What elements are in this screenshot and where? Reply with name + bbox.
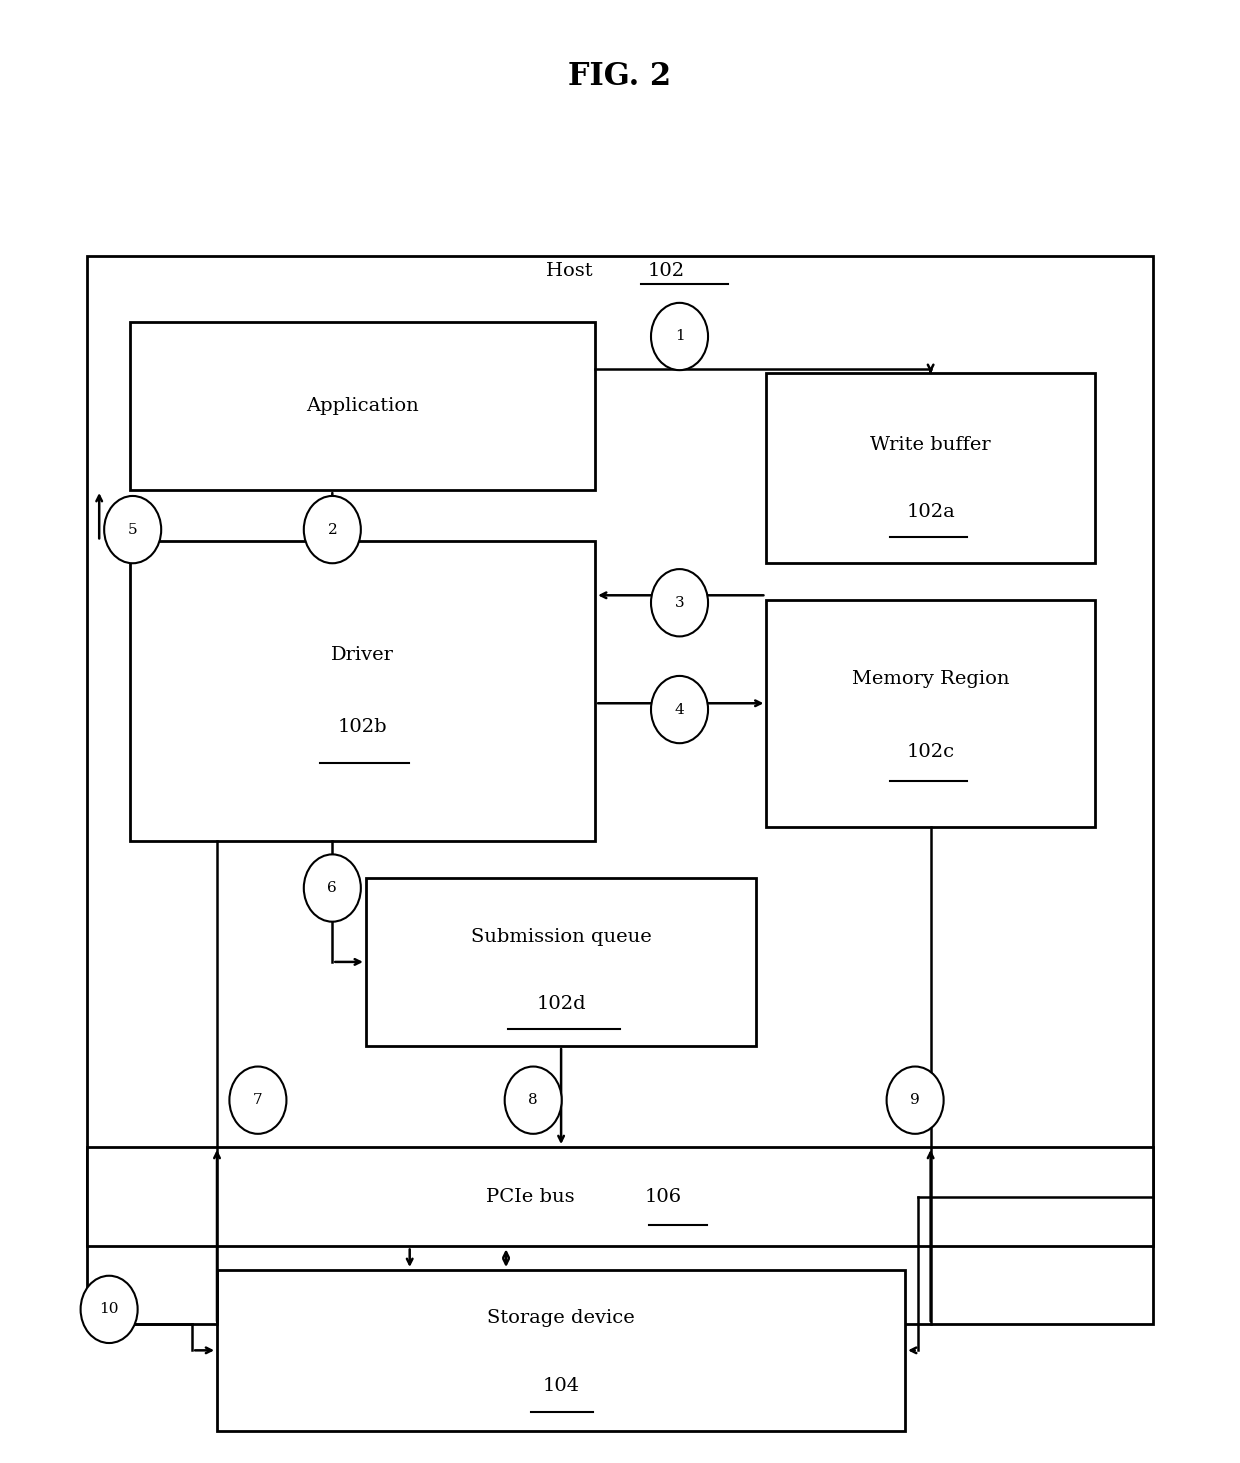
Text: 7: 7 bbox=[253, 1093, 263, 1107]
Text: 8: 8 bbox=[528, 1093, 538, 1107]
Circle shape bbox=[304, 496, 361, 563]
Text: 102: 102 bbox=[647, 262, 684, 279]
Text: Write buffer: Write buffer bbox=[870, 436, 991, 455]
Text: 6: 6 bbox=[327, 881, 337, 895]
Text: 106: 106 bbox=[645, 1188, 682, 1206]
Circle shape bbox=[887, 1067, 944, 1134]
Text: 5: 5 bbox=[128, 522, 138, 537]
Text: 102d: 102d bbox=[536, 995, 587, 1012]
Bar bbox=[87, 256, 1153, 1324]
Text: Storage device: Storage device bbox=[487, 1309, 635, 1327]
Circle shape bbox=[651, 303, 708, 370]
Bar bbox=[766, 373, 1095, 563]
Bar bbox=[130, 322, 595, 490]
Text: Application: Application bbox=[306, 396, 419, 415]
Text: PCIe bus: PCIe bus bbox=[486, 1188, 580, 1206]
Bar bbox=[366, 878, 756, 1046]
Text: 104: 104 bbox=[543, 1377, 579, 1394]
Bar bbox=[766, 600, 1095, 827]
Bar bbox=[87, 1147, 1153, 1246]
Text: 3: 3 bbox=[675, 595, 684, 610]
Text: 4: 4 bbox=[675, 702, 684, 717]
Text: 102c: 102c bbox=[906, 743, 955, 761]
Circle shape bbox=[81, 1276, 138, 1343]
Text: FIG. 2: FIG. 2 bbox=[568, 60, 672, 92]
Bar bbox=[217, 1270, 905, 1431]
Text: 1: 1 bbox=[675, 329, 684, 344]
Text: Host: Host bbox=[547, 262, 599, 279]
Circle shape bbox=[304, 854, 361, 922]
Text: 2: 2 bbox=[327, 522, 337, 537]
Circle shape bbox=[505, 1067, 562, 1134]
Text: Memory Region: Memory Region bbox=[852, 670, 1009, 688]
Text: Submission queue: Submission queue bbox=[471, 928, 651, 945]
Circle shape bbox=[651, 569, 708, 636]
Text: 102b: 102b bbox=[337, 718, 388, 736]
Circle shape bbox=[651, 676, 708, 743]
Text: 102a: 102a bbox=[906, 503, 955, 521]
Text: Driver: Driver bbox=[331, 647, 394, 664]
Text: 9: 9 bbox=[910, 1093, 920, 1107]
Circle shape bbox=[229, 1067, 286, 1134]
Bar bbox=[130, 541, 595, 841]
Circle shape bbox=[104, 496, 161, 563]
Text: 10: 10 bbox=[99, 1302, 119, 1317]
